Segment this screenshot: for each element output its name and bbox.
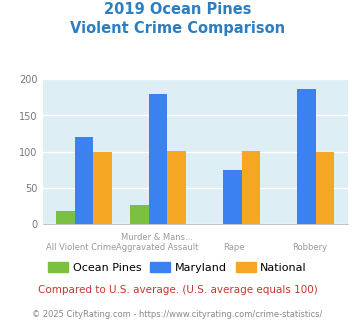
Text: © 2025 CityRating.com - https://www.cityrating.com/crime-statistics/: © 2025 CityRating.com - https://www.city… bbox=[32, 310, 323, 319]
Text: Robbery: Robbery bbox=[292, 243, 327, 251]
Text: All Violent Crime: All Violent Crime bbox=[46, 243, 116, 251]
Bar bbox=[168, 151, 186, 224]
Bar bbox=[56, 211, 75, 224]
Text: Murder & Mans...: Murder & Mans... bbox=[121, 233, 193, 242]
Text: Aggravated Assault: Aggravated Assault bbox=[116, 243, 198, 251]
Bar bbox=[241, 151, 260, 224]
Text: Rape: Rape bbox=[223, 243, 244, 251]
Bar bbox=[75, 137, 93, 224]
Bar bbox=[223, 170, 241, 224]
Legend: Ocean Pines, Maryland, National: Ocean Pines, Maryland, National bbox=[44, 258, 311, 278]
Text: 2019 Ocean Pines: 2019 Ocean Pines bbox=[104, 2, 251, 16]
Bar bbox=[316, 152, 334, 224]
Text: Violent Crime Comparison: Violent Crime Comparison bbox=[70, 21, 285, 36]
Bar bbox=[149, 94, 168, 224]
Bar bbox=[93, 152, 112, 224]
Bar bbox=[131, 205, 149, 224]
Bar bbox=[297, 89, 316, 224]
Text: Compared to U.S. average. (U.S. average equals 100): Compared to U.S. average. (U.S. average … bbox=[38, 285, 317, 295]
